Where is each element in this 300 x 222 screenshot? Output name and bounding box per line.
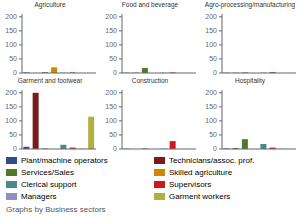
svg-text:200: 200: [8, 13, 17, 20]
html-text:Agriculture: Agriculture: [34, 1, 66, 8]
html-text:Hospitality: Hospitality: [235, 77, 265, 84]
svg-text:200: 200: [205, 89, 217, 96]
html-text:Supervisors: Supervisors: [169, 179, 212, 189]
svg-text:100: 100: [205, 41, 217, 48]
svg-text:0: 0: [113, 69, 117, 76]
html-text:Managers: Managers: [21, 191, 57, 201]
svg-text:50: 50: [209, 55, 217, 62]
svg-text:50: 50: [9, 55, 17, 62]
svg-text:50: 50: [109, 131, 117, 138]
svg-text:100: 100: [8, 117, 17, 124]
html-text:Services/Sales: Services/Sales: [21, 167, 74, 177]
html-text:Agro-processing/manufacturing: Agro-processing/manufacturing: [204, 1, 296, 8]
svg-text:100: 100: [8, 41, 17, 48]
html-text:Food and beverage: Food and beverage: [121, 1, 179, 8]
svg-text:200: 200: [205, 13, 217, 20]
svg-text:200: 200: [105, 89, 117, 96]
svg-text:0: 0: [213, 145, 217, 152]
svg-text:200: 200: [8, 89, 17, 96]
svg-text:150: 150: [105, 27, 117, 34]
html-text:Technicians/assoc. prof.: Technicians/assoc. prof.: [169, 155, 255, 165]
svg-text:150: 150: [8, 103, 17, 110]
html-text:Clerical support: Clerical support: [21, 179, 77, 189]
svg-text:100: 100: [105, 41, 117, 48]
svg-text:0: 0: [213, 69, 217, 76]
svg-text:150: 150: [205, 27, 217, 34]
svg-text:0: 0: [13, 69, 17, 76]
svg-text:50: 50: [209, 131, 217, 138]
svg-text:100: 100: [105, 117, 117, 124]
svg-text:50: 50: [109, 55, 117, 62]
svg-text:150: 150: [105, 103, 117, 110]
svg-text:50: 50: [9, 131, 17, 138]
svg-text:100: 100: [205, 117, 217, 124]
html-text:Garment and footwear: Garment and footwear: [17, 77, 83, 84]
svg-text:200: 200: [105, 13, 117, 20]
svg-text:150: 150: [205, 103, 217, 110]
html-text:Garment workers: Garment workers: [169, 191, 231, 201]
html-text:Graphs by Business sectors: Graphs by Business sectors: [6, 205, 106, 214]
html-text:Construction: Construction: [131, 77, 169, 84]
svg-text:0: 0: [113, 145, 117, 152]
html-text:Skilled agriculture: Skilled agriculture: [169, 167, 233, 177]
svg-text:150: 150: [8, 27, 17, 34]
svg-text:0: 0: [13, 145, 17, 152]
html-text:Plant/machine operators: Plant/machine operators: [21, 155, 108, 165]
